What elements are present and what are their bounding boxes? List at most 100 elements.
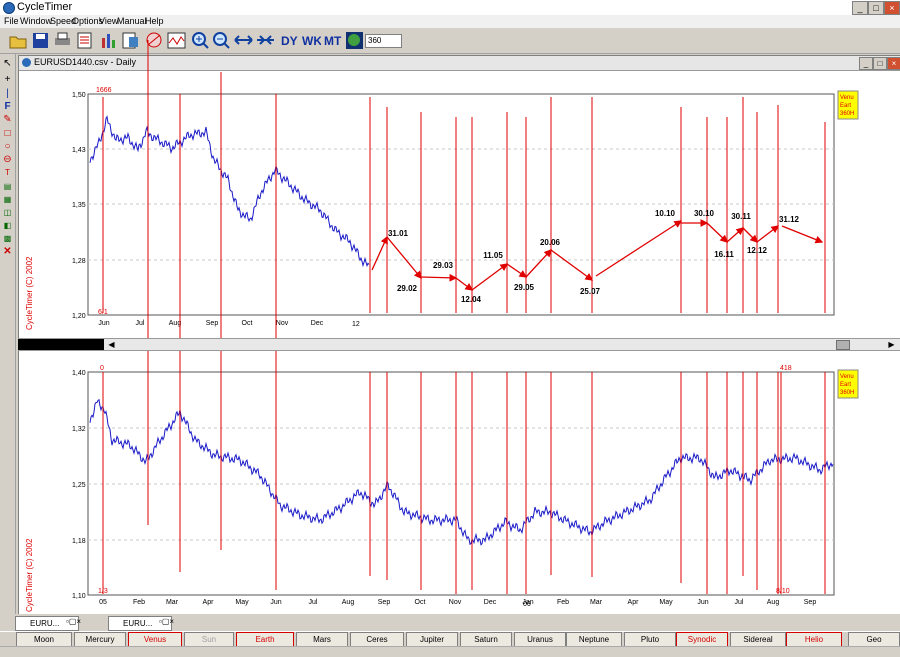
- window-minimize-button[interactable]: _: [859, 57, 873, 70]
- minimize-button[interactable]: _: [852, 1, 868, 15]
- planet-button-pluto[interactable]: Pluto: [624, 632, 676, 647]
- planet-button-mars[interactable]: Mars: [296, 632, 348, 647]
- bottom-year-label: 06: [523, 601, 531, 608]
- top-x-tick-label: Jul: [136, 320, 145, 327]
- scroll-right-icon[interactable]: ▶: [888, 340, 895, 349]
- channel-icon[interactable]: ◧: [3, 221, 12, 230]
- projection-date-label: 12.04: [461, 295, 482, 304]
- horizontal-scrollbar[interactable]: ◀ ▶: [18, 338, 900, 351]
- bot-x-tick-label: Sep: [378, 599, 391, 606]
- swing-icon[interactable]: ▩: [3, 234, 12, 243]
- planet-button-neptune[interactable]: Neptune: [566, 632, 622, 647]
- top-y-tick-label: 1,50: [72, 92, 86, 99]
- bot-x-tick-label: Jul: [309, 599, 318, 606]
- bot-x-tick-label: Apr: [203, 599, 215, 606]
- crosshair-icon[interactable]: +: [4, 74, 11, 85]
- bottom-legend-box: [837, 369, 859, 399]
- planet-button-jupiter[interactable]: Jupiter: [406, 632, 458, 647]
- menu-manual[interactable]: Manual: [117, 16, 147, 26]
- planet-button-geo[interactable]: Geo: [848, 632, 900, 647]
- top-x-tick-label: Nov: [276, 320, 289, 327]
- top-x-tick-label: Oct: [242, 320, 253, 327]
- toolbar: DY WK MT: [0, 28, 900, 54]
- circle-icon[interactable]: ○: [4, 141, 11, 152]
- text-icon[interactable]: T: [5, 168, 10, 177]
- scroll-left-icon[interactable]: ◀: [108, 340, 115, 349]
- top-y-tick-label: 1,43: [72, 147, 86, 154]
- planet-button-synodic[interactable]: Synodic: [676, 632, 728, 647]
- menu-help[interactable]: Help: [145, 16, 164, 26]
- save-icon[interactable]: [30, 30, 51, 51]
- projection-arrow: [756, 225, 780, 243]
- expand-horizontal-icon[interactable]: [233, 30, 254, 51]
- projection-arrow: [742, 227, 758, 243]
- vertical-line-icon[interactable]: |: [6, 88, 9, 99]
- bottom-legend-3: 360H: [840, 390, 854, 396]
- fibonacci-icon[interactable]: F: [4, 101, 11, 112]
- planet-button-sidereal[interactable]: Sidereal: [730, 632, 786, 647]
- bot-x-tick-label: Jun: [697, 599, 708, 606]
- notes-icon[interactable]: [74, 30, 95, 51]
- window-tab-2[interactable]: EURU...: [108, 616, 172, 631]
- planet-button-saturn[interactable]: Saturn: [460, 632, 512, 647]
- monthly-icon[interactable]: MT: [322, 30, 343, 51]
- zoom-input[interactable]: 360: [365, 34, 402, 48]
- menu-window[interactable]: Window: [20, 16, 53, 26]
- scroll-thumb[interactable]: [836, 340, 850, 350]
- zoom-out-icon[interactable]: [211, 30, 232, 51]
- top-price-series: [89, 115, 370, 268]
- pointer-icon[interactable]: ↖: [3, 58, 12, 69]
- menu-bar: File Window Speed Options View Manual He…: [0, 15, 900, 28]
- open-folder-icon[interactable]: [8, 30, 29, 51]
- top-y-tick-label: 1,28: [72, 258, 86, 265]
- menu-view[interactable]: View: [99, 16, 119, 26]
- cycle-icon[interactable]: [144, 30, 165, 51]
- window-tab-1[interactable]: EURU...: [15, 616, 79, 631]
- ppr-icon[interactable]: ◫: [3, 208, 12, 217]
- projection-arrow: [550, 249, 594, 281]
- scroll-track-dark: [18, 339, 104, 350]
- planet-button-sun[interactable]: Sun: [184, 632, 234, 647]
- window-tabs: EURU... ▫▢× EURU... ▫▢×: [0, 614, 900, 631]
- planet-button-uranus[interactable]: Uranus: [514, 632, 566, 647]
- window-tab-2-controls[interactable]: ▫▢×: [159, 617, 175, 626]
- ellipse-icon[interactable]: ⊖: [3, 154, 12, 165]
- top-legend-3: 360H: [840, 111, 854, 117]
- planet-button-earth[interactable]: Earth: [236, 632, 294, 647]
- delete-icon[interactable]: ✕: [3, 246, 12, 257]
- menu-options[interactable]: Options: [72, 16, 104, 26]
- globe-icon[interactable]: [344, 30, 365, 51]
- planet-button-moon[interactable]: Moon: [16, 632, 72, 647]
- bottom-corner-top-label: 0: [100, 365, 104, 372]
- zoom-in-icon[interactable]: [190, 30, 211, 51]
- bot-x-tick-label: Feb: [133, 599, 145, 606]
- wave-chart-icon[interactable]: [166, 30, 187, 51]
- bottom-right-bottom-label: 8/10: [776, 588, 790, 595]
- bot-x-tick-label: Jul: [735, 599, 744, 606]
- window-maximize-button[interactable]: □: [873, 57, 887, 70]
- daily-icon[interactable]: DY: [278, 30, 299, 51]
- compress-horizontal-icon[interactable]: [255, 30, 276, 51]
- gann-icon[interactable]: ▤: [3, 182, 12, 191]
- menu-speed[interactable]: Speed: [50, 16, 77, 26]
- weekly-icon[interactable]: WK: [300, 30, 321, 51]
- bot-x-tick-label: May: [235, 599, 249, 606]
- planet-button-venus[interactable]: Venus: [128, 632, 182, 647]
- bar-chart-icon[interactable]: [98, 30, 119, 51]
- rectangle-icon[interactable]: □: [4, 128, 11, 139]
- print-icon[interactable]: [52, 30, 73, 51]
- window-close-button[interactable]: ×: [887, 57, 900, 70]
- planet-button-helio[interactable]: Helio: [786, 632, 842, 647]
- projection-date-label: 31.12: [779, 215, 800, 224]
- planet-button-ceres[interactable]: Ceres: [350, 632, 404, 647]
- bottom-legend-2: Eart: [840, 382, 851, 388]
- bottom-price-series: [89, 398, 834, 546]
- planet-button-mercury[interactable]: Mercury: [74, 632, 126, 647]
- window-icon: [22, 58, 31, 67]
- document-icon[interactable]: [120, 30, 141, 51]
- pencil-icon[interactable]: ✎: [3, 114, 12, 125]
- grid-icon[interactable]: ▦: [3, 195, 12, 204]
- window-tab-1-controls[interactable]: ▫▢×: [66, 617, 82, 626]
- maximize-button[interactable]: □: [868, 1, 884, 15]
- menu-file[interactable]: File: [4, 16, 19, 26]
